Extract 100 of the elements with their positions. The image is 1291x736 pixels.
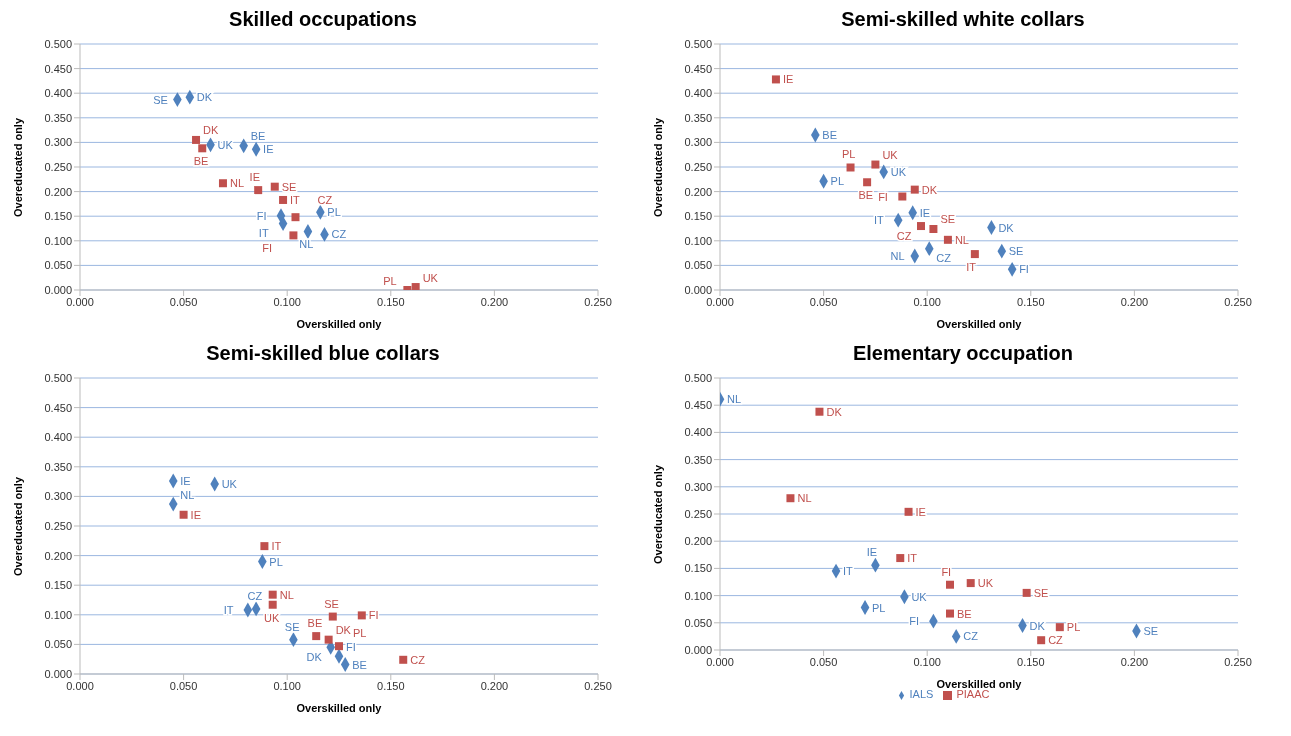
point bbox=[270, 182, 279, 191]
annotation: UK bbox=[882, 149, 899, 162]
annotation: UK bbox=[422, 271, 439, 284]
annotation: DK bbox=[196, 91, 213, 104]
annotation: BE bbox=[250, 130, 266, 143]
annotation: IT bbox=[290, 193, 301, 206]
annotation: IT bbox=[258, 227, 269, 240]
annotation: IT bbox=[223, 604, 234, 617]
x-tick-label: 0.250 bbox=[1224, 655, 1252, 668]
point bbox=[916, 222, 925, 231]
annotation: FI bbox=[256, 209, 267, 222]
point bbox=[411, 283, 420, 290]
annotation: NL bbox=[229, 177, 245, 190]
annotation: DK bbox=[826, 405, 843, 418]
annotation: IT bbox=[271, 540, 282, 553]
point bbox=[966, 579, 975, 588]
y-tick-label: 0.300 bbox=[44, 490, 72, 503]
annotation: DK bbox=[1029, 619, 1046, 632]
point bbox=[904, 507, 913, 516]
y-tick-label: 0.000 bbox=[684, 643, 712, 656]
annotation: BE bbox=[822, 129, 837, 142]
annotation: NL bbox=[727, 393, 742, 406]
y-tick-label: 0.300 bbox=[44, 136, 72, 149]
annotation: PL bbox=[327, 206, 341, 219]
point bbox=[291, 213, 300, 222]
x-tick-label: 0.100 bbox=[273, 295, 301, 308]
point bbox=[328, 612, 337, 621]
x-tick-label: 0.050 bbox=[809, 295, 838, 308]
y-tick-label: 0.150 bbox=[684, 210, 712, 223]
annotation: CZ bbox=[247, 589, 263, 602]
y-tick-label: 0.200 bbox=[44, 185, 72, 198]
x-tick-label: 0.050 bbox=[169, 679, 198, 692]
annotation: CZ bbox=[963, 630, 979, 643]
y-tick-label: 0.300 bbox=[684, 136, 712, 149]
chart-title: Skilled occupations bbox=[228, 8, 418, 32]
x-tick-label: 0.200 bbox=[480, 679, 509, 692]
annotation: UK bbox=[890, 165, 907, 178]
annotation: DK bbox=[335, 624, 352, 637]
y-tick-label: 0.150 bbox=[44, 579, 72, 592]
point bbox=[896, 554, 905, 563]
annotation: SE bbox=[1033, 586, 1049, 599]
y-axis-title: Overeducated only bbox=[11, 117, 24, 217]
y-tick-label: 0.500 bbox=[684, 37, 712, 50]
annotation: FI bbox=[262, 242, 272, 255]
y-axis-title: Overeducated only bbox=[651, 464, 664, 564]
x-axis-title: Overskilled only bbox=[296, 702, 383, 714]
point bbox=[1022, 588, 1031, 597]
annotation: DK bbox=[921, 183, 938, 196]
y-tick-label: 0.500 bbox=[44, 37, 72, 50]
annotation: IT bbox=[873, 214, 885, 227]
y-tick-label: 0.400 bbox=[684, 87, 712, 100]
point bbox=[871, 160, 880, 169]
y-tick-label: 0.100 bbox=[684, 234, 712, 247]
y-tick-label: 0.450 bbox=[684, 399, 712, 412]
annotation: NL bbox=[279, 588, 294, 601]
y-tick-label: 0.000 bbox=[44, 667, 72, 680]
annotation: IE bbox=[919, 206, 931, 219]
point bbox=[357, 611, 366, 620]
point bbox=[943, 235, 952, 244]
annotation: PL bbox=[383, 274, 397, 287]
point bbox=[1037, 636, 1046, 645]
annotation: SE bbox=[940, 213, 956, 226]
annotation: FI bbox=[368, 609, 379, 622]
point bbox=[198, 144, 207, 153]
annotation: IE bbox=[180, 475, 191, 488]
annotation: SE bbox=[1008, 245, 1024, 258]
annotation: IE bbox=[915, 505, 926, 518]
x-tick-label: 0.000 bbox=[66, 295, 94, 308]
point bbox=[945, 580, 954, 589]
x-tick-label: 0.150 bbox=[1017, 655, 1045, 668]
chart-title: Semi-skilled blue collars bbox=[205, 342, 441, 366]
chart-title: Semi-skilled white collars bbox=[840, 8, 1086, 32]
point bbox=[254, 186, 263, 195]
x-tick-label: 0.250 bbox=[584, 679, 612, 692]
x-axis-title: Overskilled only bbox=[936, 318, 1023, 330]
annotation: NL bbox=[299, 238, 314, 251]
point bbox=[335, 642, 343, 651]
x-tick-label: 0.050 bbox=[169, 295, 198, 308]
x-tick-label: 0.100 bbox=[273, 679, 301, 692]
y-tick-label: 0.050 bbox=[684, 259, 712, 272]
y-tick-label: 0.050 bbox=[44, 638, 72, 651]
y-tick-label: 0.100 bbox=[44, 234, 72, 247]
point bbox=[399, 655, 408, 664]
annotation: CZ bbox=[1048, 634, 1064, 647]
annotation: PL bbox=[872, 601, 886, 614]
point bbox=[179, 510, 188, 519]
annotation: SE bbox=[153, 93, 168, 106]
point bbox=[312, 632, 321, 641]
annotation: NL bbox=[954, 233, 969, 246]
y-tick-label: 0.450 bbox=[44, 401, 72, 414]
x-axis-title: Overskilled only bbox=[296, 318, 383, 330]
y-tick-label: 0.400 bbox=[44, 431, 72, 444]
annotation: DK bbox=[998, 221, 1015, 234]
point bbox=[279, 195, 288, 204]
y-tick-label: 0.350 bbox=[684, 111, 712, 124]
y-tick-label: 0.450 bbox=[684, 62, 712, 75]
point bbox=[289, 231, 298, 240]
annotation: DK bbox=[306, 650, 323, 663]
annotation: IT bbox=[843, 565, 854, 578]
x-tick-label: 0.000 bbox=[706, 295, 734, 308]
